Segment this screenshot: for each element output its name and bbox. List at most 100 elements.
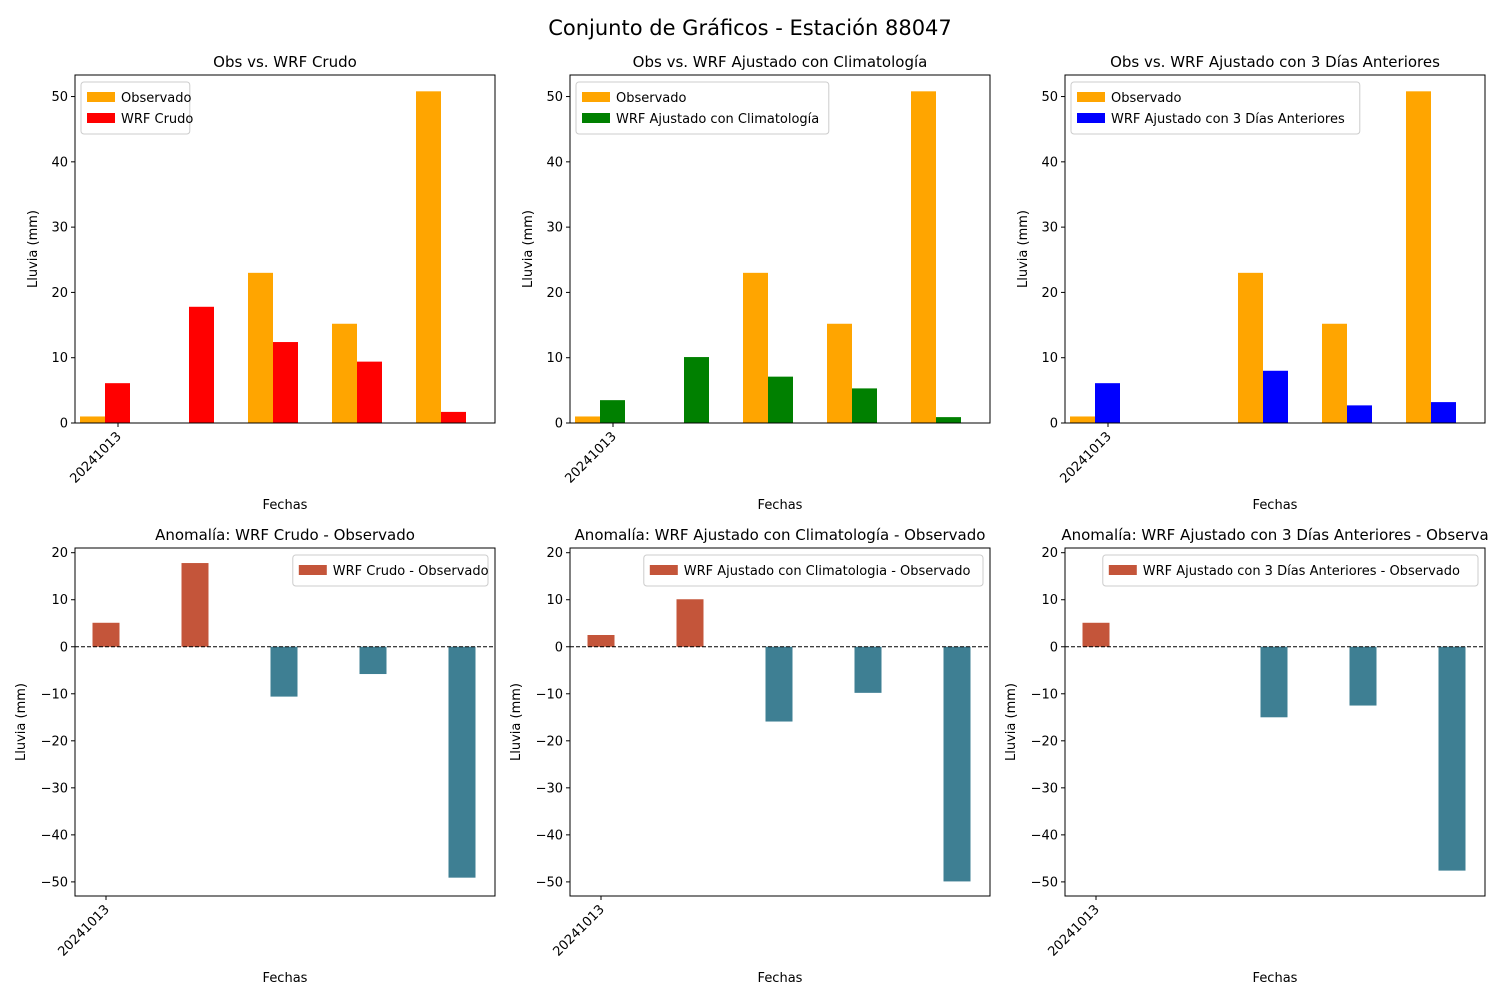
x-tick-label: 20241013 xyxy=(1057,429,1114,486)
legend-label: Observado xyxy=(1111,91,1182,106)
bar-wrf xyxy=(936,417,961,423)
bar-anomaly xyxy=(1082,622,1110,647)
bar-observado xyxy=(1070,416,1095,423)
bar-anomaly xyxy=(270,646,298,697)
x-tick-label: 20241013 xyxy=(550,902,607,959)
legend-label: WRF Ajustado con 3 Días Anteriores xyxy=(1111,112,1345,127)
bar-anomaly xyxy=(587,635,615,647)
chart-panel-4: Anomalía: WRF Crudo - Observado −50 −40 −30… xyxy=(14,526,496,986)
bar-anomaly xyxy=(448,646,476,878)
x-tick-label: 20241013 xyxy=(67,429,124,486)
bar-observado xyxy=(743,272,768,423)
y-tick-label: −10 xyxy=(1031,687,1058,702)
axes-frame xyxy=(569,547,991,897)
bar-anomaly xyxy=(359,646,387,675)
y-tick-label: −10 xyxy=(41,687,68,702)
axes-frame xyxy=(74,74,496,424)
bar-anomaly xyxy=(1438,646,1466,871)
x-tick-label: 20241013 xyxy=(1045,902,1102,959)
bar-wrf xyxy=(684,357,709,423)
y-tick-label: 50 xyxy=(1041,90,1058,105)
legend-swatch xyxy=(298,565,327,575)
y-tick-label: 30 xyxy=(1041,221,1058,236)
chart-title: Anomalía: WRF Ajustado con Climatología … xyxy=(575,526,986,544)
y-tick-label: −10 xyxy=(536,687,563,702)
bar-wrf xyxy=(1095,383,1120,423)
y-tick-label: 20 xyxy=(546,286,563,301)
y-axis-label: Lluvia (mm) xyxy=(1004,683,1019,761)
chart-title: Obs vs. WRF Ajustado con Climatología xyxy=(633,53,928,71)
bar-wrf xyxy=(357,361,382,423)
legend-swatch xyxy=(1077,113,1105,123)
bar-anomaly xyxy=(765,646,793,722)
y-tick-label: 0 xyxy=(555,640,563,655)
bar-anomaly xyxy=(943,646,971,882)
chart-panel-2: Obs vs. WRF Ajustado con Climatología 0 10… xyxy=(521,53,991,513)
bar-observado xyxy=(1238,272,1263,423)
bar-observado xyxy=(248,272,273,423)
axes-frame xyxy=(74,547,496,897)
y-tick-label: −30 xyxy=(536,781,563,796)
legend-label: WRF Crudo xyxy=(121,112,193,127)
legend-label: WRF Ajustado con 3 Días Anteriores - Obs… xyxy=(1143,564,1460,579)
bar-observado xyxy=(827,323,852,423)
bar-observado xyxy=(1406,91,1431,424)
legend-swatch xyxy=(1077,92,1105,102)
y-tick-label: 20 xyxy=(51,286,68,301)
y-tick-label: −30 xyxy=(1031,781,1058,796)
bar-wrf xyxy=(852,388,877,423)
y-axis-label: Lluvia (mm) xyxy=(521,210,536,288)
y-tick-label: 30 xyxy=(546,221,563,236)
chart-title: Obs vs. WRF Ajustado con 3 Días Anterior… xyxy=(1110,53,1440,71)
y-tick-label: 10 xyxy=(1041,351,1058,366)
legend-swatch xyxy=(87,113,115,123)
chart-panel-5: Anomalía: WRF Ajustado con Climatología … xyxy=(509,526,991,986)
legend-swatch xyxy=(582,113,610,123)
y-tick-label: 10 xyxy=(546,593,563,608)
y-tick-label: 0 xyxy=(555,417,563,432)
y-tick-label: 10 xyxy=(51,351,68,366)
chart-panel-1: Obs vs. WRF Crudo 0 10 20 30 40 50 20241013 Fech… xyxy=(26,53,496,513)
y-axis-label: Lluvia (mm) xyxy=(14,683,29,761)
bar-anomaly xyxy=(1349,646,1377,706)
chart-panel-3: Obs vs. WRF Ajustado con 3 Días Anterior… xyxy=(1016,53,1486,513)
y-tick-label: 20 xyxy=(51,546,68,561)
bar-wrf xyxy=(1431,402,1456,423)
legend-box xyxy=(1070,81,1361,135)
y-tick-label: 30 xyxy=(51,221,68,236)
x-axis-label: Fechas xyxy=(263,971,308,986)
bar-anomaly xyxy=(854,646,882,693)
y-tick-label: −40 xyxy=(1031,828,1058,843)
y-tick-label: −20 xyxy=(536,734,563,749)
y-tick-label: 50 xyxy=(546,90,563,105)
legend-swatch xyxy=(582,92,610,102)
y-tick-label: 10 xyxy=(1041,593,1058,608)
bar-wrf xyxy=(600,400,625,423)
x-axis-label: Fechas xyxy=(758,971,803,986)
legend-label: WRF Crudo - Observado xyxy=(333,564,489,579)
y-tick-label: 20 xyxy=(1041,546,1058,561)
x-axis-label: Fechas xyxy=(1253,971,1298,986)
y-tick-label: 40 xyxy=(1041,155,1058,170)
bar-wrf xyxy=(189,306,214,423)
y-tick-label: 0 xyxy=(1050,640,1058,655)
legend-box xyxy=(575,81,830,135)
x-axis-label: Fechas xyxy=(263,498,308,513)
legend-box xyxy=(1102,554,1479,587)
y-tick-label: −50 xyxy=(1031,875,1058,890)
legend-swatch xyxy=(649,565,678,575)
axes-frame xyxy=(569,74,991,424)
bar-anomaly xyxy=(92,622,120,647)
bar-wrf xyxy=(1347,405,1372,423)
y-tick-label: −40 xyxy=(41,828,68,843)
chart-title: Anomalía: WRF Ajustado con 3 Días Anteri… xyxy=(1061,526,1488,544)
y-tick-label: −30 xyxy=(41,781,68,796)
y-axis-label: Lluvia (mm) xyxy=(1016,210,1031,288)
bar-wrf xyxy=(1263,370,1288,423)
legend-label: WRF Ajustado con Climatologia - Observad… xyxy=(684,564,971,579)
y-axis-label: Lluvia (mm) xyxy=(509,683,524,761)
y-tick-label: −50 xyxy=(536,875,563,890)
bar-wrf xyxy=(768,376,793,423)
